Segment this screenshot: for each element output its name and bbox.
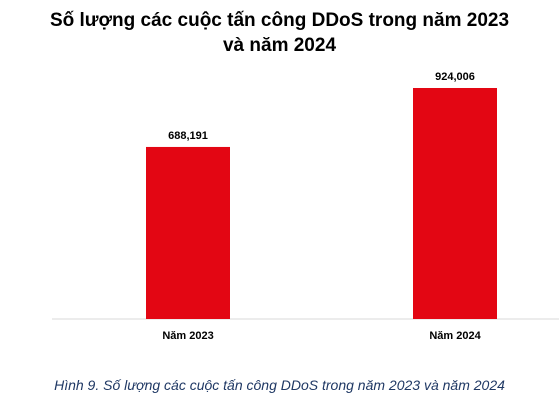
figure-caption: Hình 9. Số lượng các cuộc tấn công DDoS … bbox=[54, 377, 505, 393]
category-label-2: Năm 2024 bbox=[429, 330, 481, 342]
chart-title-line-2: và năm 2024 bbox=[222, 35, 337, 56]
chart-title-line-1: Số lượng các cuộc tấn công DDoS trong nă… bbox=[49, 10, 510, 31]
data-label-2: 924,006 bbox=[435, 71, 475, 83]
bar-2 bbox=[413, 87, 497, 319]
category-label-1: Năm 2023 bbox=[162, 330, 213, 342]
data-label-1: 688,191 bbox=[168, 130, 208, 142]
bars-group: 688,191 Năm 2023 924,006 Năm 2024 bbox=[146, 71, 497, 342]
chart-title: Số lượng các cuộc tấn công DDoS trong nă… bbox=[0, 8, 559, 58]
bar-1 bbox=[146, 146, 230, 319]
